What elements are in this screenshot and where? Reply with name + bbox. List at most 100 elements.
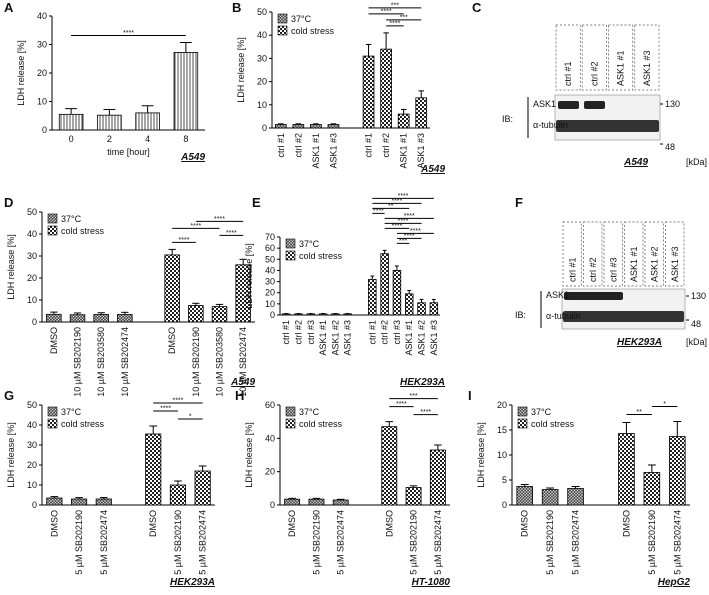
bar bbox=[188, 305, 204, 323]
y-tick-label: 60 bbox=[265, 243, 275, 253]
x-tick-label: ctrl #2 bbox=[293, 320, 303, 345]
significance-label: **** bbox=[214, 216, 225, 223]
bar bbox=[292, 124, 305, 129]
x-tick-label: 10 µM SB202474 bbox=[238, 327, 248, 397]
cell-line: HEK293A bbox=[617, 337, 662, 348]
significance-label: **** bbox=[391, 198, 402, 205]
x-tick-label: ctrl #1 bbox=[364, 133, 374, 158]
legend-label: 37°C bbox=[531, 407, 552, 417]
blot-band bbox=[564, 292, 623, 300]
legend-label: cold stress bbox=[61, 226, 105, 236]
y-axis-label: LDH release [%] bbox=[16, 40, 26, 106]
y-tick-label: 15 bbox=[497, 425, 507, 435]
bar bbox=[46, 497, 63, 506]
significance-label: **** bbox=[172, 398, 183, 405]
y-tick-label: 20 bbox=[265, 288, 275, 298]
x-tick-label: DMSO bbox=[621, 510, 631, 537]
lane-box bbox=[644, 221, 664, 287]
bar bbox=[97, 114, 122, 131]
panel-label: E bbox=[252, 195, 261, 210]
legend-label: cold stress bbox=[299, 251, 343, 261]
bar bbox=[541, 489, 559, 506]
y-tick-label: 0 bbox=[502, 500, 507, 510]
legend-swatch bbox=[277, 13, 288, 24]
x-tick-label: DMSO bbox=[384, 510, 394, 537]
x-tick-label: 5 µM SB202190 bbox=[74, 510, 84, 575]
legend-swatch bbox=[47, 406, 58, 417]
significance-label: *** bbox=[399, 238, 407, 245]
bar bbox=[281, 313, 291, 316]
y-tick-label: 40 bbox=[265, 265, 275, 275]
significance-label: ** bbox=[636, 409, 642, 416]
bar bbox=[294, 313, 303, 316]
legend-swatch bbox=[47, 225, 58, 236]
x-tick-label: ctrl #3 bbox=[392, 320, 402, 345]
bar bbox=[93, 314, 109, 323]
x-tick-label: DMSO bbox=[148, 510, 158, 537]
y-tick-label: 30 bbox=[257, 53, 267, 63]
x-tick-label: ASK1 #1 bbox=[399, 133, 409, 169]
lane-label: ctrl #1 bbox=[563, 61, 573, 86]
bar bbox=[415, 97, 428, 129]
panel-label: G bbox=[4, 388, 14, 403]
significance-label: **** bbox=[398, 193, 409, 200]
legend-label: 37°C bbox=[291, 14, 312, 24]
y-tick-label: 50 bbox=[27, 207, 37, 217]
x-tick-label: 5 µM SB202190 bbox=[173, 510, 183, 575]
unit-label: [kDa] bbox=[686, 337, 707, 347]
legend-label: cold stress bbox=[61, 419, 105, 429]
x-tick-label: ctrl #3 bbox=[306, 320, 316, 345]
x-tick-label: 5 µM SB202474 bbox=[198, 510, 208, 575]
legend-swatch bbox=[517, 406, 528, 417]
y-tick-label: 50 bbox=[27, 400, 37, 410]
bar bbox=[643, 472, 661, 506]
x-tick-label: ASK1 #3 bbox=[429, 320, 439, 356]
y-axis-label: LDH release [%] bbox=[244, 422, 254, 488]
bar bbox=[405, 293, 414, 316]
cell-line: HT-1080 bbox=[412, 577, 451, 588]
y-tick-label: 50 bbox=[257, 7, 267, 17]
lane-box bbox=[562, 221, 582, 287]
y-tick-label: 40 bbox=[27, 420, 37, 430]
x-tick-label: 8 bbox=[183, 134, 188, 144]
bar bbox=[327, 124, 340, 129]
x-tick-label: 10 µM SB203580 bbox=[215, 327, 225, 397]
marker-label: 130 bbox=[665, 99, 680, 109]
x-tick-label: ctrl #1 bbox=[367, 320, 377, 345]
x-tick-label: 5 µM SB202474 bbox=[336, 510, 346, 575]
x-tick-label: 5 µM SB202474 bbox=[433, 510, 443, 575]
bar bbox=[308, 498, 325, 506]
marker-label: 48 bbox=[665, 142, 675, 152]
marker-label: 48 bbox=[691, 319, 701, 329]
x-tick-label: 10 µM SB202474 bbox=[120, 327, 130, 397]
bar bbox=[274, 124, 287, 129]
significance-label: * bbox=[189, 414, 192, 421]
panel-label: C bbox=[472, 0, 482, 15]
x-tick-label: 5 µM SB202190 bbox=[311, 510, 321, 575]
cell-line: HEK293A bbox=[170, 577, 215, 588]
legend-swatch bbox=[47, 213, 58, 224]
bar bbox=[332, 499, 349, 506]
x-tick-label: ctrl #1 bbox=[276, 133, 286, 158]
significance-label: **** bbox=[389, 20, 400, 27]
lane-label: ctrl #3 bbox=[608, 257, 618, 282]
bar bbox=[306, 313, 315, 316]
x-tick-label: ASK1 #2 bbox=[417, 320, 427, 356]
significance-label: *** bbox=[391, 2, 399, 9]
x-tick-label: ctrl #2 bbox=[380, 320, 390, 345]
x-tick-label: 5 µM SB202474 bbox=[571, 510, 581, 575]
bar bbox=[284, 498, 301, 506]
y-tick-label: 10 bbox=[27, 480, 37, 490]
x-tick-label: ASK1 #1 bbox=[404, 320, 414, 356]
y-tick-label: 40 bbox=[265, 433, 275, 443]
x-tick-label: DMSO bbox=[287, 510, 297, 537]
bar bbox=[516, 486, 533, 506]
y-tick-label: 0 bbox=[42, 125, 47, 135]
bar bbox=[58, 113, 84, 131]
y-tick-label: 20 bbox=[37, 68, 47, 78]
lane-label: ctrl #2 bbox=[588, 257, 598, 282]
y-tick-label: 0 bbox=[262, 123, 267, 133]
marker-label: 130 bbox=[691, 291, 706, 301]
